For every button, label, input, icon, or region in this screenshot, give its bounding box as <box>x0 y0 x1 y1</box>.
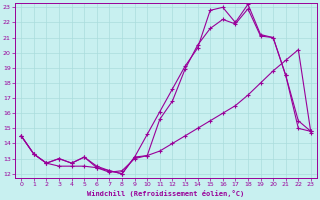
X-axis label: Windchill (Refroidissement éolien,°C): Windchill (Refroidissement éolien,°C) <box>87 190 245 197</box>
